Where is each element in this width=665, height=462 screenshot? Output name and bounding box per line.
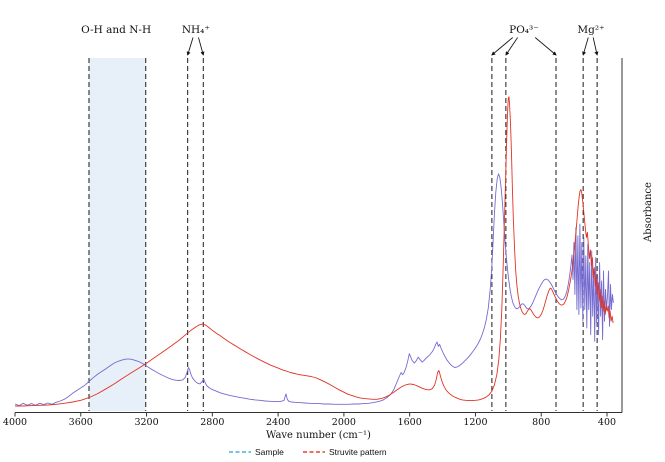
annotation-arrow <box>582 37 589 56</box>
x-tick-label: 800 <box>532 417 550 428</box>
x-tick-label: 2800 <box>200 417 224 428</box>
series-line-sample <box>14 173 614 407</box>
legend-label: Struvite pattern <box>329 447 387 457</box>
x-tick-label: 3600 <box>69 417 93 428</box>
annotation-label: Mg²⁺ <box>577 24 604 36</box>
annotation-arrow <box>505 37 518 56</box>
annotation-arrow <box>534 37 557 56</box>
x-tick-label: 4000 <box>3 417 27 428</box>
band-label: O-H and N-H <box>81 24 151 36</box>
annotation-arrow <box>592 37 599 56</box>
x-tick-label: 1600 <box>398 417 422 428</box>
series-line-struvite-pattern <box>15 96 614 407</box>
annotation-label: NH₄⁺ <box>182 24 210 36</box>
oh-nh-shaded-band <box>89 58 146 411</box>
x-axis-label: Wave number (cm⁻¹) <box>266 430 371 441</box>
annotation-arrow <box>491 37 514 56</box>
annotation-arrow <box>198 37 205 56</box>
legend-label: Sample <box>255 447 284 457</box>
x-tick-label: 2400 <box>266 417 290 428</box>
x-tick-label: 400 <box>598 417 616 428</box>
x-tick-label: 3200 <box>134 417 158 428</box>
x-tick-label: 2000 <box>332 417 356 428</box>
x-tick-label: 1200 <box>463 417 487 428</box>
annotation-label: PO₄³⁻ <box>509 24 539 36</box>
annotation-arrow <box>186 37 194 56</box>
y-axis-label: Absorbance <box>643 182 654 243</box>
